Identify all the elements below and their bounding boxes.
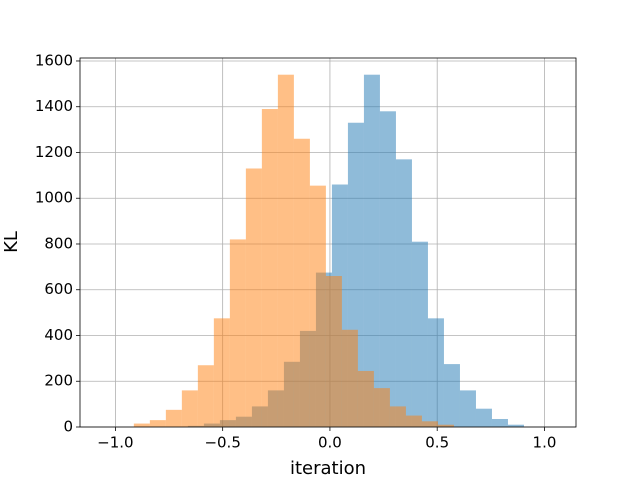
histogram-bar xyxy=(181,390,198,427)
histogram-bar xyxy=(149,420,166,427)
histogram-bar xyxy=(309,185,326,427)
histogram-bar xyxy=(373,388,390,427)
histogram-bar xyxy=(411,241,428,427)
histogram-bar xyxy=(293,138,310,427)
histogram-bar xyxy=(395,159,412,428)
histogram-bar xyxy=(379,111,396,427)
plot-frame xyxy=(79,57,577,428)
histogram-bar xyxy=(357,370,374,427)
x-tick-label: 1.0 xyxy=(533,434,557,452)
y-tick-label: 0 xyxy=(63,418,73,436)
y-tick-label: 1600 xyxy=(35,51,73,69)
histogram-bar xyxy=(133,423,150,427)
histogram-bar xyxy=(507,424,524,427)
x-tick-label: −1.0 xyxy=(97,434,133,452)
histogram-bar xyxy=(229,239,246,427)
histogram-bar xyxy=(261,109,278,427)
histogram-bar xyxy=(165,409,182,427)
histogram-bar xyxy=(341,329,358,427)
histogram-bar xyxy=(245,168,262,427)
x-tick-label: −0.5 xyxy=(204,434,240,452)
histogram-bar xyxy=(421,421,438,427)
histogram-bar xyxy=(389,406,406,427)
histogram-bar xyxy=(325,276,342,427)
y-tick-label: 600 xyxy=(44,280,73,298)
histogram-bar xyxy=(459,390,476,427)
y-tick-label: 1200 xyxy=(35,143,73,161)
histogram-bar xyxy=(475,408,492,427)
y-tick-label: 1000 xyxy=(35,189,73,207)
histogram-bar xyxy=(443,364,460,427)
histogram-bar xyxy=(363,74,380,427)
histogram-bar xyxy=(491,418,508,427)
y-tick-label: 400 xyxy=(44,326,73,344)
histogram-bar xyxy=(213,318,230,427)
y-axis-label: KL xyxy=(1,231,22,253)
x-tick-label: 0.5 xyxy=(425,434,449,452)
histogram-bar xyxy=(427,318,444,427)
x-axis-label: iteration xyxy=(290,458,366,479)
histogram-bar xyxy=(437,424,454,427)
y-tick-label: 800 xyxy=(44,234,73,252)
histogram-bar xyxy=(277,74,294,427)
y-tick-label: 1400 xyxy=(35,97,73,115)
y-tick-label: 200 xyxy=(44,372,73,390)
histogram-bar xyxy=(197,365,214,427)
histogram-bar xyxy=(405,415,422,427)
x-tick-label: 0.0 xyxy=(318,434,342,452)
